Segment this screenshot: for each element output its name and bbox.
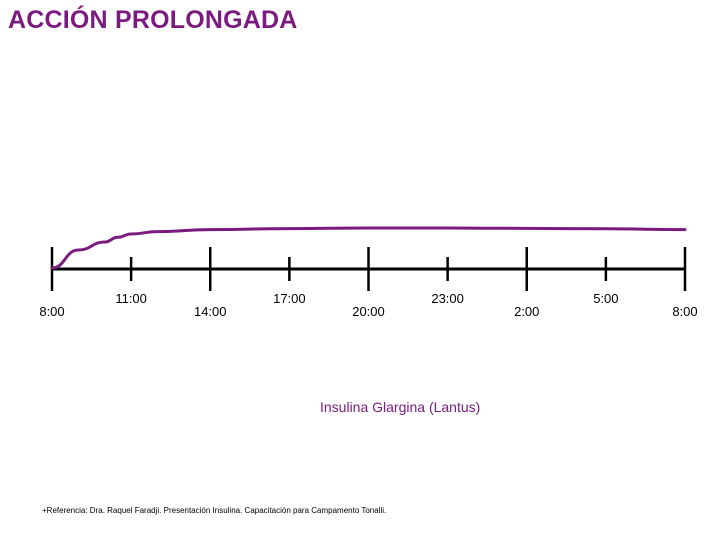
slide-title: ACCIÓN PROLONGADA [8,6,298,34]
x-tick-label: 17:00 [273,291,306,306]
x-tick-label: 5:00 [593,291,618,306]
footer-reference: +Referencia: Dra. Raquel Faradji. Presen… [42,506,387,515]
x-tick-label: 11:00 [115,291,147,306]
x-tick-label: 20:00 [352,304,385,319]
x-tick-label: 8:00 [39,304,64,319]
x-tick-label: 2:00 [514,304,539,319]
series-curve-lantus [50,226,687,270]
series-label: Insulina Glargina (Lantus) [320,399,481,415]
x-tick-label: 14:00 [194,304,227,319]
x-tick-label: 8:00 [672,304,697,319]
x-tick-label: 23:00 [431,291,464,306]
